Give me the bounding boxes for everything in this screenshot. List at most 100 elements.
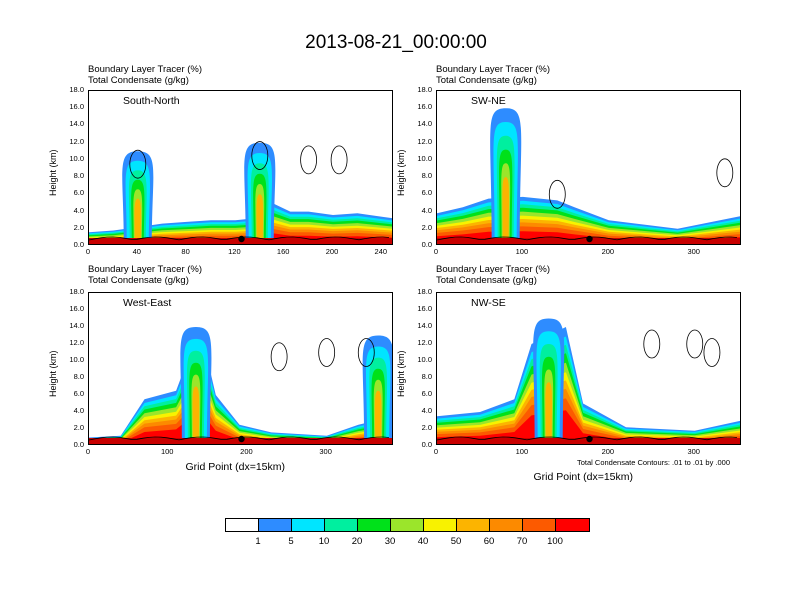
center-marker xyxy=(238,435,245,443)
y-tick-label: 2.0 xyxy=(73,423,84,432)
x-tick-label: 120 xyxy=(228,247,241,256)
y-tick-label: 10.0 xyxy=(417,153,432,163)
colorbar-label: 50 xyxy=(450,536,462,547)
y-tick-label: 14.0 xyxy=(417,321,432,330)
y-tick-label: 12.0 xyxy=(69,136,84,146)
panel-header-tracer: Boundary Layer Tracer (%) xyxy=(436,64,551,75)
center-marker xyxy=(238,235,245,243)
y-tick-label: 4.0 xyxy=(73,205,84,215)
y-tick-label: 6.0 xyxy=(73,188,84,198)
plot-area-sw-ne: SW-NE xyxy=(436,90,741,245)
y-tick-label: 16.0 xyxy=(69,304,84,313)
y-tick-label: 8.0 xyxy=(421,372,432,381)
panel-header-tracer: Boundary Layer Tracer (%) xyxy=(88,264,203,275)
condensate-contour-0 xyxy=(643,329,661,359)
plume-1-band-7 xyxy=(256,194,264,244)
x-tick-label: 40 xyxy=(132,247,141,256)
colorbar-swatch xyxy=(523,519,556,531)
plume-1-band-7 xyxy=(374,390,382,444)
y-tick-label: 0.0 xyxy=(421,440,432,449)
tracer-band-10 xyxy=(437,410,740,444)
y-tick-label: 14.0 xyxy=(69,119,84,129)
y-axis-label: Height (km) xyxy=(396,148,406,196)
y-tick-label: 2.0 xyxy=(421,423,432,432)
x-tick-label: 100 xyxy=(160,447,174,456)
contour-note: Total Condensate Contours: .01 to .01 by… xyxy=(577,458,731,467)
panel-header-tracer: Boundary Layer Tracer (%) xyxy=(436,264,551,275)
plot-area-west-east: West-East xyxy=(88,292,393,445)
x-tick-label: 160 xyxy=(276,247,290,256)
colorbar-swatch xyxy=(358,519,391,531)
section-label: West-East xyxy=(123,297,172,309)
x-tick-label: 300 xyxy=(319,447,332,456)
colorbar-swatch xyxy=(457,519,490,531)
condensate-contour-1 xyxy=(686,329,704,359)
plot-area-nw-se: NW-SE xyxy=(436,292,741,445)
panel-header-condensate: Total Condensate (g/kg) xyxy=(436,275,537,286)
y-tick-label: 16.0 xyxy=(417,102,432,112)
plot-area-south-north: South-North xyxy=(88,90,393,245)
section-label: NW-SE xyxy=(471,297,506,309)
panel-header-condensate: Total Condensate (g/kg) xyxy=(436,75,537,86)
condensate-contour-0 xyxy=(548,179,566,209)
center-marker xyxy=(586,235,593,243)
y-tick-label: 6.0 xyxy=(421,188,432,198)
y-tick-label: 12.0 xyxy=(417,136,432,146)
x-axis-label: Grid Point (dx=15km) xyxy=(185,461,286,473)
condensate-contour-1 xyxy=(716,158,734,188)
condensate-contour-2 xyxy=(357,338,375,367)
y-tick-label: 14.0 xyxy=(69,321,84,330)
x-tick-label: 200 xyxy=(240,447,253,456)
y-tick-label: 0.0 xyxy=(73,240,84,249)
y-tick-label: 18.0 xyxy=(69,287,84,296)
colorbar-swatch xyxy=(292,519,325,531)
plume-0-band-7 xyxy=(134,198,142,244)
y-tick-label: 12.0 xyxy=(417,338,432,347)
y-tick-label: 18.0 xyxy=(417,85,432,94)
y-tick-label: 0.0 xyxy=(73,440,84,449)
colorbar-label: 100 xyxy=(547,536,563,547)
x-tick-label: 100 xyxy=(515,247,529,256)
x-tick-label: 300 xyxy=(687,247,700,256)
cross-section-west-east xyxy=(89,327,392,444)
condensate-contour-2 xyxy=(300,145,318,175)
figure-title: 2013-08-21_00:00:00 xyxy=(305,32,487,53)
panel-header-condensate: Total Condensate (g/kg) xyxy=(88,75,189,86)
x-tick-label: 300 xyxy=(687,447,700,456)
condensate-contour-0 xyxy=(270,342,288,372)
x-tick-label: 80 xyxy=(181,247,190,256)
y-tick-label: 14.0 xyxy=(417,119,432,129)
cross-section-south-north xyxy=(89,141,392,244)
colorbar-swatch xyxy=(226,519,259,531)
colorbar-swatch xyxy=(391,519,424,531)
y-tick-label: 16.0 xyxy=(69,102,84,112)
colorbar-swatch xyxy=(490,519,523,531)
colorbar-label: 20 xyxy=(351,536,363,547)
panel-header-tracer: Boundary Layer Tracer (%) xyxy=(88,64,203,75)
colorbar-label: 70 xyxy=(516,536,528,547)
y-tick-label: 4.0 xyxy=(421,205,432,215)
y-axis-label: Height (km) xyxy=(396,349,406,397)
x-tick-label: 200 xyxy=(601,247,615,256)
x-tick-label: 240 xyxy=(374,247,388,256)
y-tick-label: 2.0 xyxy=(73,222,84,232)
condensate-contour-0 xyxy=(129,149,147,179)
y-tick-label: 8.0 xyxy=(73,372,84,381)
y-tick-label: 16.0 xyxy=(417,304,432,313)
x-axis-label: Grid Point (dx=15km) xyxy=(533,471,634,483)
y-tick-label: 6.0 xyxy=(73,389,84,398)
section-label: South-North xyxy=(123,95,180,107)
colorbar-label: 30 xyxy=(384,536,396,547)
legend-colorbar xyxy=(225,518,590,532)
condensate-contour-2 xyxy=(703,338,721,367)
y-tick-label: 18.0 xyxy=(69,85,84,94)
colorbar-label: 10 xyxy=(318,536,330,547)
x-tick-label: 0 xyxy=(85,247,91,256)
y-tick-label: 4.0 xyxy=(421,406,432,415)
y-tick-label: 8.0 xyxy=(421,171,432,181)
colorbar-swatch xyxy=(556,519,589,531)
section-label: SW-NE xyxy=(471,95,506,107)
colorbar-label: 1 xyxy=(255,536,261,547)
x-tick-label: 200 xyxy=(325,247,339,256)
colorbar-swatch xyxy=(259,519,292,531)
